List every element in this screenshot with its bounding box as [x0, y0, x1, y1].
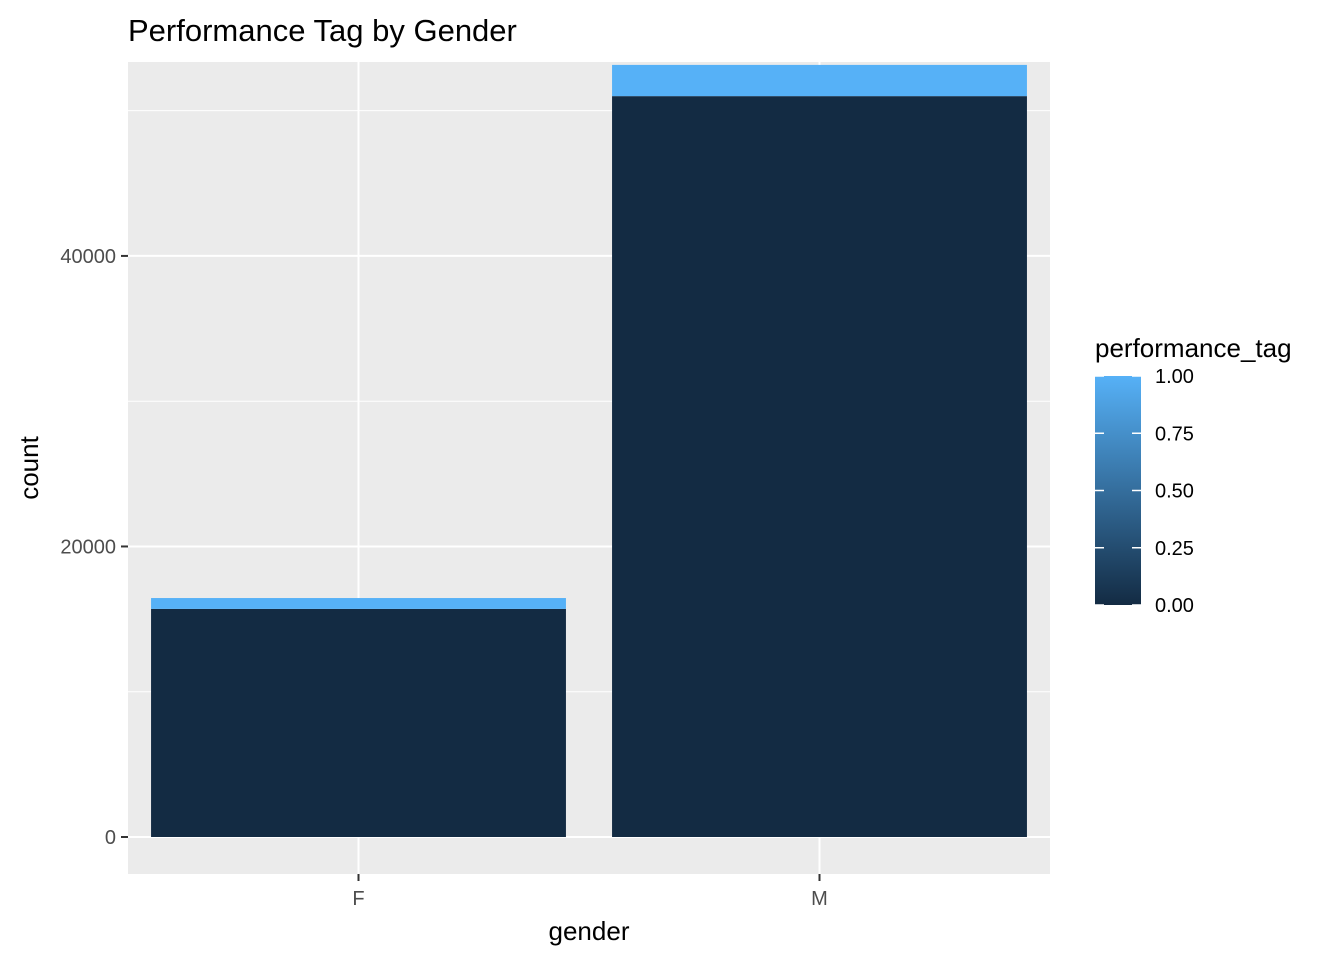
- chart-title: Performance Tag by Gender: [128, 13, 517, 48]
- legend-tick-label: 0.25: [1155, 538, 1194, 560]
- bar-M-tag-1: [612, 64, 1027, 97]
- x-tick-label: M: [811, 888, 828, 910]
- y-axis: 0 20000 40000: [60, 246, 128, 849]
- legend-tick-label: 1.00: [1155, 366, 1194, 388]
- legend: performance_tag 0.00 0.25 0.50 0.75 1.00: [1095, 333, 1292, 617]
- legend-tick-label: 0.75: [1155, 423, 1194, 445]
- bar-F-tag-0: [151, 608, 566, 837]
- legend-tick-label: 0.00: [1155, 595, 1194, 617]
- bar-M-tag-0: [612, 96, 1027, 838]
- legend-title: performance_tag: [1095, 333, 1292, 363]
- bar-F-tag-1: [151, 598, 566, 609]
- y-axis-title: count: [14, 435, 44, 499]
- x-axis-title: gender: [549, 916, 630, 946]
- x-tick-label: F: [352, 888, 364, 910]
- y-tick-label: 0: [105, 827, 116, 849]
- y-tick-label: 40000: [60, 246, 116, 268]
- y-tick-label: 20000: [60, 536, 116, 558]
- legend-tick-label: 0.50: [1155, 481, 1194, 503]
- bars: [151, 64, 1027, 838]
- legend-ticks: 0.00 0.25 0.50 0.75 1.00: [1095, 366, 1194, 617]
